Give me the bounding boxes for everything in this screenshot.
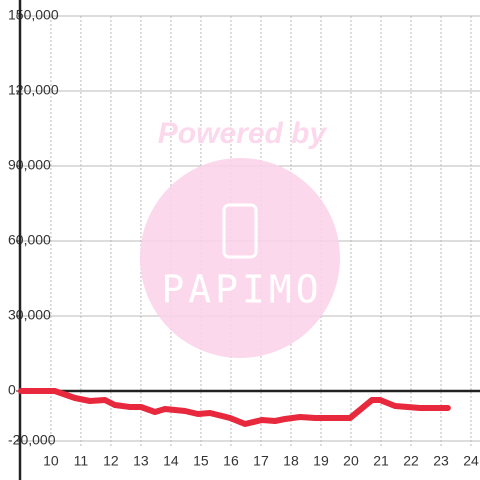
x-tick-label: 22 [403,453,419,469]
y-tick-label: 60,000 [8,232,51,248]
watermark-phone [222,203,258,259]
watermark-text: Powered by [158,117,328,150]
x-tick-label: 14 [163,453,179,469]
x-tick-label: 13 [133,453,149,469]
data-line [17,388,451,427]
x-tick-label: 17 [253,453,269,469]
x-tick-label: 12 [103,453,119,469]
x-tick-label: 20 [343,453,359,469]
x-tick-label: 19 [313,453,329,469]
x-tick-label: 16 [223,453,239,469]
y-tick-label: -20,000 [8,432,56,448]
watermark: Powered by PAPIMO [140,117,340,358]
y-tick-label: 150,000 [8,7,59,23]
x-tick-label: 15 [193,453,209,469]
x-tick-label: 21 [373,453,389,469]
x-tick-label: 23 [433,453,449,469]
x-tick-label: 18 [283,453,299,469]
x-tick-label: 10 [43,453,59,469]
x-tick-label: 24 [463,453,479,469]
x-tick-label: 11 [74,453,89,469]
y-tick-label: 30,000 [8,307,51,323]
y-tick-label: 120,000 [8,82,59,98]
y-tick-label: 90,000 [8,157,51,173]
y-tick-label: 0 [8,382,16,398]
watermark-logo: PAPIMO [161,268,322,312]
